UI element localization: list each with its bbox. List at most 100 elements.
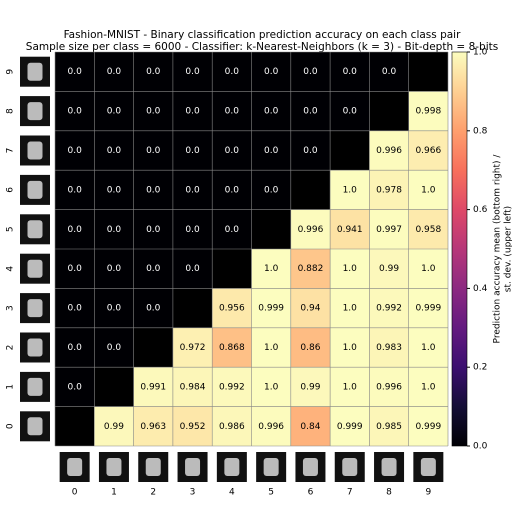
cell-label: 0.983 <box>376 343 402 353</box>
cell-label: 0.991 <box>140 382 166 392</box>
cell-label: 0.0 <box>107 185 122 195</box>
cell-label: 0.0 <box>107 107 122 117</box>
cell-label: 0.0 <box>225 107 240 117</box>
cell-label: 0.868 <box>219 343 245 353</box>
class-thumbnail-shape <box>342 458 357 476</box>
cell-label: 0.972 <box>180 343 206 353</box>
colorbar-tick-label: 1.0 <box>473 48 488 58</box>
cell-label: 0.0 <box>146 264 161 274</box>
cell-label: 0.0 <box>146 146 161 156</box>
cell-label: 0.996 <box>298 225 324 235</box>
cell-label: 0.996 <box>376 146 402 156</box>
x-tick-label: 0 <box>72 488 78 498</box>
cell-label: 0.99 <box>300 382 320 392</box>
cell-label: 0.0 <box>146 304 161 314</box>
cell-label: 0.0 <box>303 107 318 117</box>
cell-label: 0.86 <box>300 343 320 353</box>
class-thumbnail-shape <box>28 102 43 120</box>
cell-label: 1.0 <box>421 382 436 392</box>
cell-label: 0.0 <box>107 343 122 353</box>
cell-label: 0.956 <box>219 304 245 314</box>
cell-label: 0.0 <box>67 225 82 235</box>
colorbar-tick-label: 0.2 <box>473 363 487 373</box>
cell-label: 1.0 <box>264 343 279 353</box>
x-tick-label: 1 <box>111 488 117 498</box>
cell-label: 0.0 <box>225 67 240 77</box>
class-thumbnail-shape <box>28 417 43 435</box>
cell-label: 0.0 <box>185 107 200 117</box>
cell-label: 1.0 <box>421 264 436 274</box>
class-thumbnail-shape <box>106 458 121 476</box>
colorbar <box>452 52 467 446</box>
colorbar-tick-label: 0.8 <box>473 126 488 136</box>
class-thumbnail-shape <box>28 260 43 278</box>
y-tick-label: 7 <box>6 148 16 154</box>
cell-label: 0.0 <box>107 264 122 274</box>
y-tick-label: 3 <box>6 305 16 311</box>
cell-label: 0.952 <box>180 422 206 432</box>
cell-label: 0.998 <box>415 107 441 117</box>
cell-label: 0.99 <box>104 422 124 432</box>
cell-label: 0.84 <box>300 422 320 432</box>
colorbar-tick-label: 0.6 <box>473 205 488 215</box>
cell-label: 0.999 <box>415 304 441 314</box>
cell-label: 0.996 <box>376 382 402 392</box>
x-tick-label: 5 <box>268 488 274 498</box>
class-thumbnail-shape <box>303 458 318 476</box>
cell-label: 0.0 <box>185 225 200 235</box>
x-tick-label: 4 <box>229 488 235 498</box>
class-thumbnail-shape <box>421 458 436 476</box>
x-tick-label: 2 <box>150 488 156 498</box>
cell-label: 0.0 <box>303 146 318 156</box>
cell-label: 0.986 <box>219 422 245 432</box>
cell-label: 0.0 <box>185 185 200 195</box>
y-tick-label: 0 <box>6 423 16 429</box>
chart-title: Fashion-MNIST - Binary classification pr… <box>64 29 462 41</box>
cell-label: 0.94 <box>300 304 320 314</box>
cell-label: 0.0 <box>146 185 161 195</box>
cell-label: 0.0 <box>146 225 161 235</box>
cell-label: 0.0 <box>225 225 240 235</box>
class-thumbnail-shape <box>146 458 161 476</box>
colorbar-tick-label: 0.0 <box>473 442 488 452</box>
cell-label: 0.0 <box>185 264 200 274</box>
cell-label: 0.0 <box>225 146 240 156</box>
cell-label: 0.0 <box>107 304 122 314</box>
cell-label: 0.0 <box>185 146 200 156</box>
y-tick-label: 1 <box>6 384 16 390</box>
cell-label: 0.999 <box>415 422 441 432</box>
y-tick-label: 2 <box>6 345 16 351</box>
colorbar-tick-label: 0.4 <box>473 284 488 294</box>
class-thumbnail-shape <box>224 458 239 476</box>
class-thumbnail-shape <box>264 458 279 476</box>
x-tick-label: 8 <box>386 488 392 498</box>
cell-label: 1.0 <box>343 343 358 353</box>
cell-label: 1.0 <box>421 343 436 353</box>
class-thumbnail-shape <box>185 458 200 476</box>
cell-label: 1.0 <box>264 382 279 392</box>
cell-label: 1.0 <box>343 264 358 274</box>
cell-label: 0.958 <box>415 225 441 235</box>
cell-label: 0.997 <box>376 225 402 235</box>
cell-label: 1.0 <box>343 304 358 314</box>
colorbar-label: Prediction accuracy mean (bottom right) … <box>493 154 503 344</box>
cell-label: 0.963 <box>140 422 166 432</box>
cell-label: 0.985 <box>376 422 402 432</box>
cell-label: 0.992 <box>376 304 402 314</box>
cell-label: 0.99 <box>379 264 399 274</box>
class-thumbnail-shape <box>28 378 43 396</box>
cell-label: 0.0 <box>67 107 82 117</box>
class-thumbnail-shape <box>382 458 397 476</box>
cell-label: 0.941 <box>337 225 363 235</box>
cell-label: 0.882 <box>298 264 324 274</box>
cell-label: 0.984 <box>180 382 206 392</box>
cell-label: 0.978 <box>376 185 402 195</box>
class-thumbnail-shape <box>28 299 43 317</box>
y-tick-label: 4 <box>6 266 16 272</box>
colorbar-label: st. dev. (upper left) <box>504 206 512 292</box>
cell-label: 0.0 <box>107 67 122 77</box>
cell-label: 0.0 <box>67 264 82 274</box>
cell-label: 0.0 <box>67 146 82 156</box>
class-thumbnail-shape <box>28 142 43 160</box>
